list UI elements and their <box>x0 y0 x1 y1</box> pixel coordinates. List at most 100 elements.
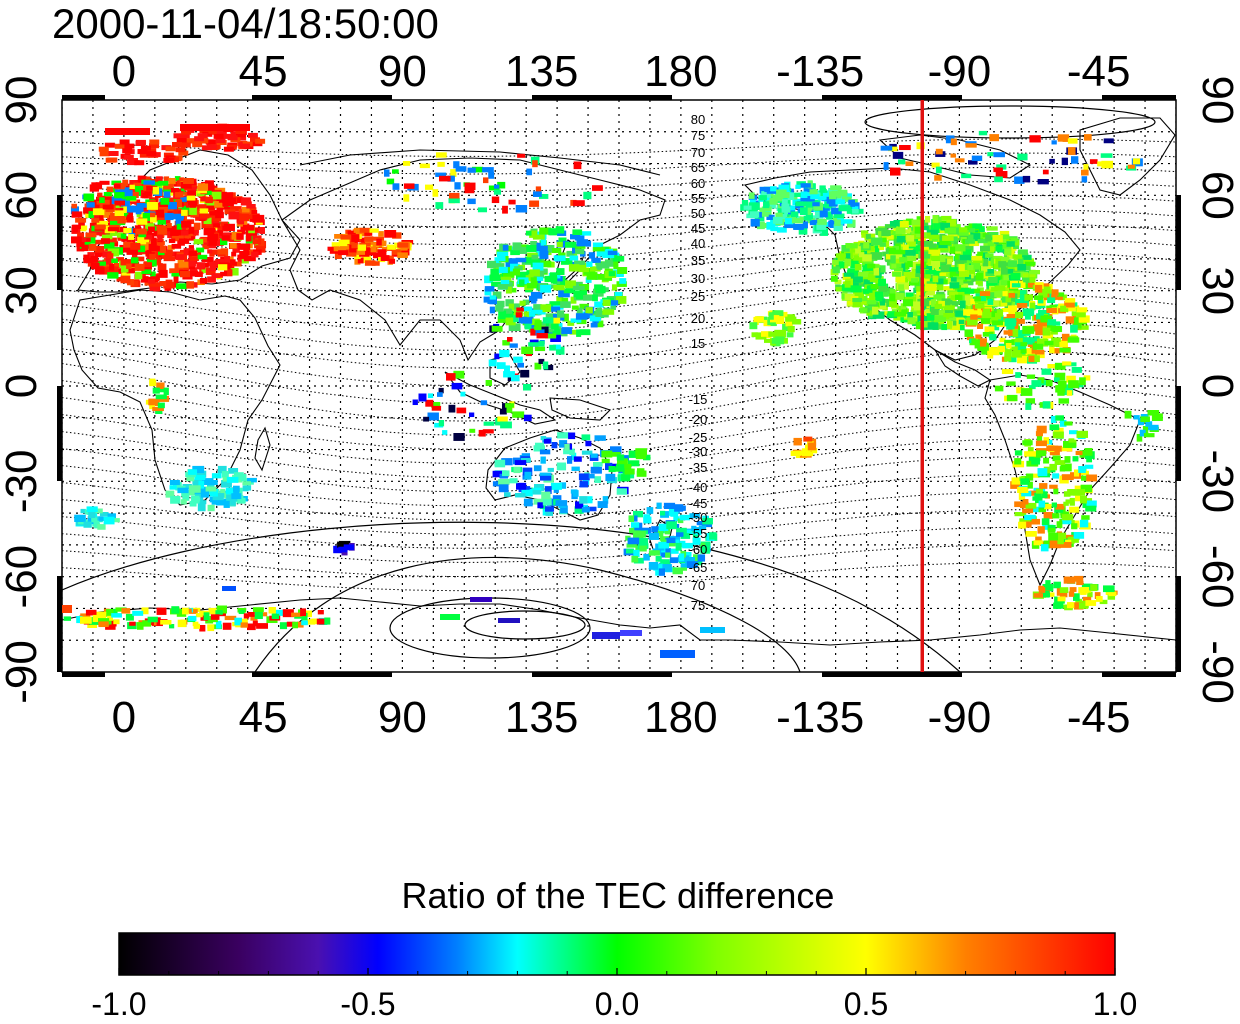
tec-patch <box>547 467 554 472</box>
tec-patch <box>1055 532 1067 540</box>
tec-patch <box>217 465 227 474</box>
tec-patch <box>831 207 842 215</box>
tec-patch <box>176 180 184 186</box>
tec-patch <box>224 615 237 621</box>
tec-patch <box>111 613 122 618</box>
tec-patch <box>643 516 652 524</box>
tec-patch <box>120 259 133 266</box>
tec-patch <box>170 228 179 236</box>
tec-patch <box>678 553 685 562</box>
tec-patch <box>151 181 161 186</box>
tec-patch <box>207 276 216 283</box>
tec-patch <box>893 249 906 255</box>
tec-patch <box>585 307 593 314</box>
tec-patch <box>205 267 216 275</box>
tec-patch <box>965 143 977 148</box>
tec-patch <box>538 340 545 347</box>
tec-patch <box>307 619 316 625</box>
tec-patch <box>1008 305 1018 312</box>
tec-patch <box>1015 372 1021 378</box>
tec-patch <box>875 293 883 302</box>
tec-patch <box>813 202 823 211</box>
tec-patch <box>912 249 921 255</box>
tec-patch <box>130 238 136 244</box>
tec-patch <box>207 480 218 486</box>
tec-patch <box>928 243 937 249</box>
tec-patch <box>247 612 255 617</box>
tec-patch <box>172 235 184 242</box>
tec-patch <box>221 471 229 478</box>
tec-patch <box>1057 537 1064 545</box>
tec-patch <box>992 255 1003 261</box>
tec-patch <box>502 244 509 251</box>
tec-patch <box>215 138 226 143</box>
tec-patch <box>188 469 198 475</box>
tec-patch <box>843 219 853 224</box>
latitude-tick-label: 90 <box>0 76 46 125</box>
tec-patch <box>519 279 525 286</box>
tec-patch <box>128 158 138 163</box>
tec-patch <box>987 152 994 157</box>
tec-patch <box>778 184 790 192</box>
tec-patch <box>1000 280 1013 286</box>
tec-patch <box>399 248 410 256</box>
tec-patch <box>1074 602 1084 610</box>
tec-patch <box>1014 458 1022 465</box>
tec-patch <box>1001 308 1009 313</box>
tec-patch <box>188 485 201 493</box>
tec-patch <box>583 295 594 301</box>
tec-patch <box>551 442 558 449</box>
tec-patch <box>977 346 984 351</box>
tec-patch <box>505 299 514 307</box>
tec-patch <box>1035 488 1043 494</box>
tec-patch <box>447 175 455 182</box>
tec-patch <box>341 550 348 556</box>
tec-patch <box>1046 380 1053 387</box>
tec-patch <box>1025 261 1036 266</box>
tec-patch <box>179 226 188 232</box>
tec-patch <box>198 480 205 489</box>
tec-patch <box>929 244 939 253</box>
tec-patch <box>148 398 158 406</box>
tec-patch <box>173 275 179 283</box>
tec-patch <box>435 202 444 209</box>
central-america-outline <box>934 349 992 387</box>
tec-patch <box>935 166 942 174</box>
tec-patch <box>509 478 518 484</box>
longitude-tick-label: -135 <box>776 47 864 96</box>
tec-patch <box>803 436 813 442</box>
tec-patch <box>173 133 184 139</box>
tec-patch <box>402 161 411 166</box>
tec-patch <box>1078 315 1090 323</box>
tec-patch <box>500 276 512 281</box>
tec-patch <box>782 199 788 206</box>
tec-patch <box>80 616 92 624</box>
tec-patch <box>1006 241 1015 247</box>
tec-patch <box>190 185 201 193</box>
frame-bar-top <box>62 95 105 100</box>
tec-patch <box>534 362 542 370</box>
tec-patch <box>76 616 83 624</box>
tec-patch <box>208 607 217 615</box>
tec-patch <box>311 618 318 625</box>
tec-patch <box>98 516 109 521</box>
tec-patch <box>1062 474 1074 481</box>
tec-patch <box>1063 576 1076 584</box>
tec-patch <box>532 160 538 168</box>
tec-patch <box>981 265 992 274</box>
tec-patch <box>238 243 251 250</box>
tec-patch <box>1055 503 1065 510</box>
mlat-label-south: 75 <box>691 598 705 613</box>
tec-patch <box>498 484 509 493</box>
tec-patch <box>155 257 162 264</box>
tec-patch <box>1046 592 1055 597</box>
tec-patch <box>992 235 1003 243</box>
tec-patch <box>483 177 489 184</box>
tec-patch <box>337 541 349 548</box>
tec-patch <box>225 197 237 203</box>
tec-patch <box>889 221 900 227</box>
tec-patch <box>609 452 621 457</box>
tec-patch <box>979 338 987 347</box>
